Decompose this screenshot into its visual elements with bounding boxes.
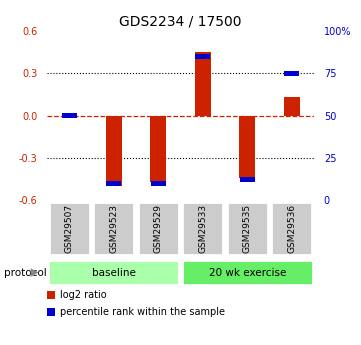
Bar	[106, 181, 121, 186]
Bar	[151, 181, 166, 186]
Bar	[151, 116, 166, 182]
Bar	[284, 71, 299, 76]
Text: 20 wk exercise: 20 wk exercise	[209, 268, 286, 277]
Bar	[62, 113, 77, 118]
Text: GSM29536: GSM29536	[287, 204, 296, 253]
Bar	[195, 54, 210, 59]
Text: GSM29529: GSM29529	[154, 204, 163, 253]
Bar	[195, 52, 210, 116]
Text: GSM29535: GSM29535	[243, 204, 252, 253]
Bar	[240, 177, 255, 183]
Text: percentile rank within the sample: percentile rank within the sample	[60, 307, 225, 317]
Text: log2 ratio: log2 ratio	[60, 290, 106, 300]
Title: GDS2234 / 17500: GDS2234 / 17500	[119, 14, 242, 29]
Text: protocol: protocol	[4, 268, 46, 277]
Text: baseline: baseline	[92, 268, 136, 277]
Bar	[106, 116, 122, 186]
Text: GSM29507: GSM29507	[65, 204, 74, 253]
Text: GSM29523: GSM29523	[109, 204, 118, 253]
Text: GSM29533: GSM29533	[198, 204, 207, 253]
Bar	[239, 116, 255, 178]
Bar	[284, 97, 300, 116]
